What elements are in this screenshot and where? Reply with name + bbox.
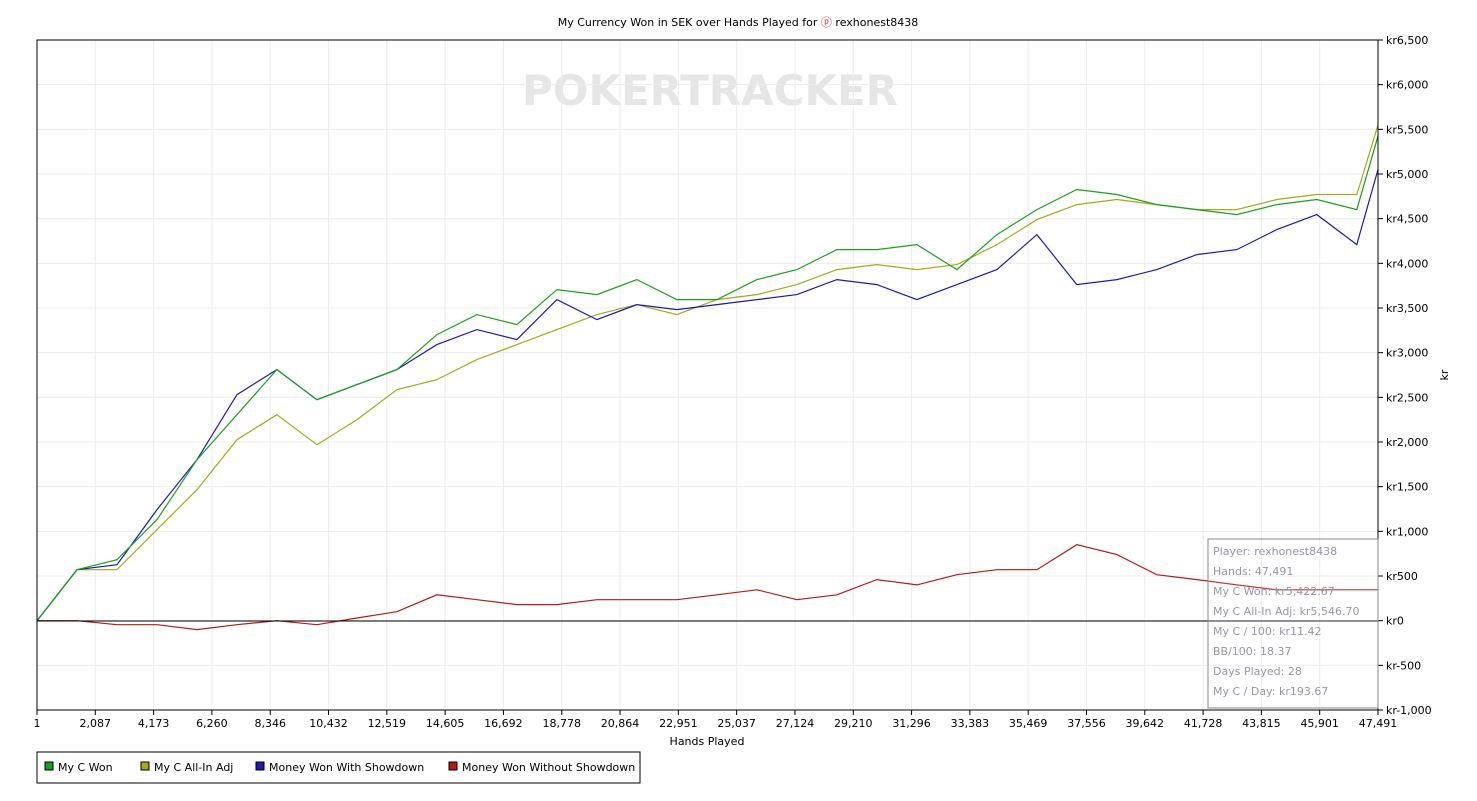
x-tick-label: 37,556 <box>1067 717 1106 730</box>
tooltip-line: BB/100: 18.37 <box>1213 645 1292 658</box>
legend-item[interactable]: My C Won <box>44 761 113 774</box>
legend-item[interactable]: Money Won Without Showdown <box>448 761 635 774</box>
tooltip-line: Player: rexhonest8438 <box>1213 545 1337 558</box>
tooltip-line: Hands: 47,491 <box>1213 565 1293 578</box>
y-tick-label: kr2,500 <box>1386 391 1428 404</box>
y-tick-label: kr1,000 <box>1386 525 1428 538</box>
x-tick-label: 20,864 <box>601 717 640 730</box>
x-tick-label: 27,124 <box>776 717 815 730</box>
y-tick-label: kr3,500 <box>1386 302 1428 315</box>
y-tick-label: kr6,500 <box>1386 34 1428 47</box>
y-tick-label: kr4,000 <box>1386 257 1428 270</box>
x-tick-label: 18,778 <box>542 717 581 730</box>
legend-swatch <box>140 761 150 771</box>
x-tick-label: 39,642 <box>1126 717 1165 730</box>
player-name: rexhonest8438 <box>835 16 918 29</box>
legend-swatch <box>44 761 54 771</box>
tooltip-line: My C / Day: kr193.67 <box>1213 685 1328 698</box>
x-tick-label: 33,383 <box>951 717 990 730</box>
x-tick-label: 41,728 <box>1184 717 1223 730</box>
x-tick-label: 4,173 <box>138 717 170 730</box>
y-tick-label: kr2,000 <box>1386 436 1428 449</box>
x-tick-label: 6,260 <box>196 717 228 730</box>
x-tick-label: 16,692 <box>484 717 523 730</box>
x-axis-label: Hands Played <box>670 735 745 748</box>
title-text: My Currency Won in SEK over Hands Played… <box>558 16 821 29</box>
tooltip-line: My C Won: kr5,422.67 <box>1213 585 1335 598</box>
site-icon: ⓟ <box>821 16 836 29</box>
y-tick-label: kr1,500 <box>1386 481 1428 494</box>
legend-label: My C All-In Adj <box>154 761 233 774</box>
y-tick-label: kr5,000 <box>1386 168 1428 181</box>
x-tick-label: 22,951 <box>659 717 698 730</box>
tooltip-line: My C All-In Adj: kr5,546.70 <box>1213 605 1359 618</box>
legend: My C Won My C All-In Adj Money Won With Sh… <box>36 751 641 784</box>
x-tick-label: 10,432 <box>309 717 348 730</box>
legend-swatch <box>448 761 458 771</box>
legend-label: Money Won Without Showdown <box>462 761 635 774</box>
tooltip-box <box>1207 538 1379 709</box>
x-tick-label: 1 <box>34 717 41 730</box>
y-tick-label: kr6,000 <box>1386 79 1428 92</box>
x-tick-label: 29,210 <box>834 717 873 730</box>
x-tick-label: 25,037 <box>717 717 756 730</box>
series-line-my-c-all-in-adj[interactable] <box>36 124 1379 622</box>
y-tick-label: kr3,000 <box>1386 347 1428 360</box>
y-tick-label: kr500 <box>1386 570 1418 583</box>
chart-title: My Currency Won in SEK over Hands Played… <box>558 16 919 29</box>
legend-box <box>36 751 641 784</box>
x-tick-label: 2,087 <box>80 717 112 730</box>
x-tick-label: 12,519 <box>368 717 407 730</box>
x-tick-label: 47,491 <box>1359 717 1398 730</box>
legend-item[interactable]: My C All-In Adj <box>140 761 233 774</box>
x-tick-label: 43,815 <box>1242 717 1281 730</box>
y-tick-label: kr5,500 <box>1386 123 1428 136</box>
legend-label: My C Won <box>58 761 113 774</box>
x-tick-label: 8,346 <box>254 717 286 730</box>
tooltip-line: My C / 100: kr11.42 <box>1213 625 1321 638</box>
y-tick-label: kr0 <box>1386 615 1404 628</box>
y-axis-label: kr <box>1438 369 1451 380</box>
series-line-money-won-without-showdown[interactable] <box>37 544 1378 631</box>
watermark: POKERTRACKER <box>522 66 898 115</box>
series-line-money-won-with-showdown[interactable] <box>36 169 1379 622</box>
x-tick-label: 31,296 <box>892 717 931 730</box>
tooltip: Player: rexhonest8438 Hands: 47,491 My C W… <box>1207 538 1379 709</box>
legend-item[interactable]: Money Won With Showdown <box>255 761 424 774</box>
legend-swatch <box>255 761 265 771</box>
x-tick-label: 35,469 <box>1009 717 1048 730</box>
y-tick-label: kr-500 <box>1386 659 1421 672</box>
legend-label: Money Won With Showdown <box>269 761 424 774</box>
y-tick-label: kr-1,000 <box>1386 704 1432 717</box>
y-tick-label: kr4,500 <box>1386 213 1428 226</box>
x-tick-label: 14,605 <box>426 717 465 730</box>
tooltip-line: Days Played: 28 <box>1213 665 1302 678</box>
plot-area[interactable] <box>36 39 1379 711</box>
x-tick-label: 45,901 <box>1300 717 1339 730</box>
series-line-my-c-won[interactable] <box>36 136 1379 622</box>
